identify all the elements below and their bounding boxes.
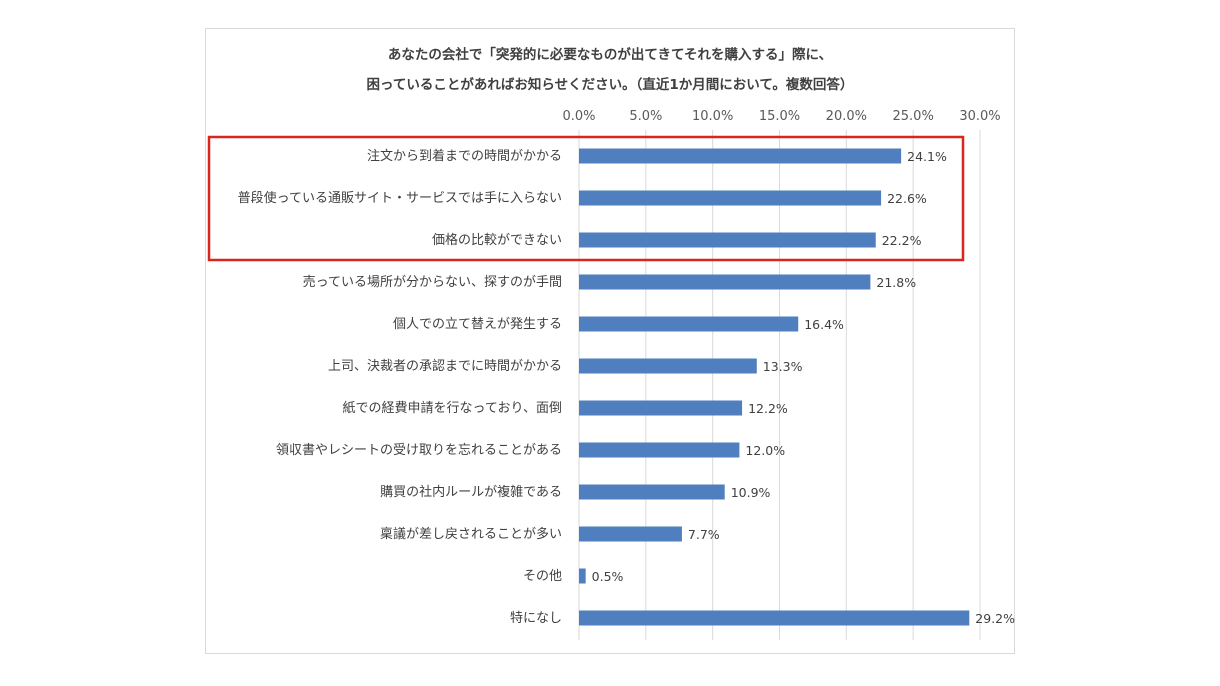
data-label: 22.2% xyxy=(882,233,922,248)
category-label: 上司、決裁者の承認までに時間がかかる xyxy=(328,358,562,374)
x-tick-label: 5.0% xyxy=(629,109,662,124)
chart-title: あなたの会社で「突発的に必要なものが出てきてそれを購入する」際に、 困っているこ… xyxy=(205,40,1015,100)
data-label: 10.9% xyxy=(731,485,771,500)
data-label: 16.4% xyxy=(804,317,844,332)
bar xyxy=(579,568,586,584)
x-tick-label: 20.0% xyxy=(826,109,867,124)
bar xyxy=(579,484,725,500)
x-tick-label: 15.0% xyxy=(759,109,800,124)
category-label: その他 xyxy=(523,569,562,584)
category-label: 個人での立て替えが発生する xyxy=(393,317,562,332)
data-label: 13.3% xyxy=(763,359,803,374)
data-label: 12.2% xyxy=(748,401,788,416)
x-tick-label: 30.0% xyxy=(959,109,1000,124)
data-label: 7.7% xyxy=(688,527,720,542)
bar xyxy=(579,442,740,458)
data-label: 12.0% xyxy=(745,443,785,458)
data-label: 29.2% xyxy=(975,611,1015,626)
chart-frame xyxy=(205,28,1015,654)
bar xyxy=(579,148,902,164)
category-label: 注文から到着までの時間がかかる xyxy=(367,148,562,164)
bar xyxy=(579,274,871,290)
category-label: 領収書やレシートの受け取りを忘れることがある xyxy=(276,442,562,458)
x-tick-label: 10.0% xyxy=(692,109,733,124)
data-label: 0.5% xyxy=(592,569,624,584)
bar xyxy=(579,232,876,248)
data-label: 24.1% xyxy=(907,149,947,164)
data-label: 21.8% xyxy=(876,275,916,290)
bar xyxy=(579,316,799,332)
highlight-box xyxy=(207,135,965,262)
category-label: 紙での経費申請を行なっており、面倒 xyxy=(343,401,562,416)
x-tick-label: 25.0% xyxy=(893,109,934,124)
data-label: 22.6% xyxy=(887,191,927,206)
category-label: 稟議が差し戻されることが多い xyxy=(380,526,562,542)
chart-title-line-2: 困っていることがあればお知らせください。（直近1か月間において。複数回答） xyxy=(366,77,854,93)
bar xyxy=(579,358,757,374)
category-label: 普段使っている通販サイト・サービスでは手に入らない xyxy=(238,190,562,206)
category-label: 購買の社内ルールが複雑である xyxy=(380,484,562,500)
x-tick-label: 0.0% xyxy=(562,109,595,124)
category-label: 特になし xyxy=(510,611,562,626)
bar xyxy=(579,190,882,206)
category-label: 価格の比較ができない xyxy=(432,232,562,248)
bar xyxy=(579,526,682,542)
chart-title-line-1: あなたの会社で「突発的に必要なものが出てきてそれを購入する」際に、 xyxy=(387,47,833,63)
category-label: 売っている場所が分からない、探すのが手間 xyxy=(303,274,562,290)
bar xyxy=(579,610,970,626)
bar xyxy=(579,400,743,416)
